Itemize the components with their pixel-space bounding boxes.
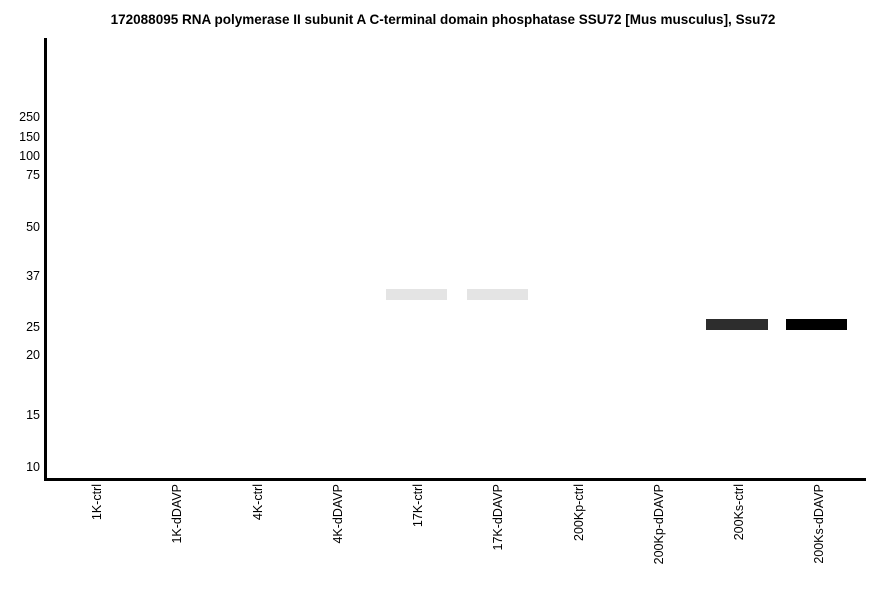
y-tick-label-100: 100 bbox=[19, 148, 40, 163]
chart-title: 172088095 RNA polymerase II subunit A C-… bbox=[110, 12, 776, 27]
gel-band-17K-dDAVP bbox=[466, 288, 528, 300]
x-lane-label-17K-ctrl: 17K-ctrl bbox=[411, 484, 425, 528]
x-axis-spine bbox=[44, 478, 866, 481]
y-tick-label-150: 150 bbox=[19, 129, 40, 144]
x-lane-label-1K-dDAVP: 1K-dDAVP bbox=[170, 484, 184, 544]
y-tick-label-37: 37 bbox=[26, 268, 40, 283]
y-tick-label-15: 15 bbox=[26, 407, 40, 422]
y-tick-label-75: 75 bbox=[26, 167, 40, 182]
y-tick-label-10: 10 bbox=[26, 459, 40, 474]
x-lane-label-200Kp-dDAVP: 200Kp-dDAVP bbox=[652, 484, 666, 565]
y-tick-label-20: 20 bbox=[26, 347, 40, 362]
gel-band-200Ks-ctrl bbox=[706, 318, 768, 330]
y-tick-label-250: 250 bbox=[19, 109, 40, 124]
x-lane-label-200Kp-ctrl: 200Kp-ctrl bbox=[572, 484, 586, 541]
y-axis-spine bbox=[44, 38, 47, 481]
gel-band-17K-ctrl bbox=[385, 288, 447, 300]
x-lane-label-4K-ctrl: 4K-ctrl bbox=[251, 484, 265, 521]
gel-band-200Ks-dDAVP bbox=[785, 318, 847, 330]
y-tick-label-25: 25 bbox=[26, 319, 40, 334]
x-lane-label-1K-ctrl: 1K-ctrl bbox=[90, 484, 104, 521]
x-lane-label-200Ks-dDAVP: 200Ks-dDAVP bbox=[812, 484, 826, 564]
x-lane-label-200Ks-ctrl: 200Ks-ctrl bbox=[732, 484, 746, 541]
x-lane-label-4K-dDAVP: 4K-dDAVP bbox=[331, 484, 345, 544]
y-tick-label-50: 50 bbox=[26, 219, 40, 234]
x-lane-label-17K-dDAVP: 17K-dDAVP bbox=[491, 484, 505, 551]
